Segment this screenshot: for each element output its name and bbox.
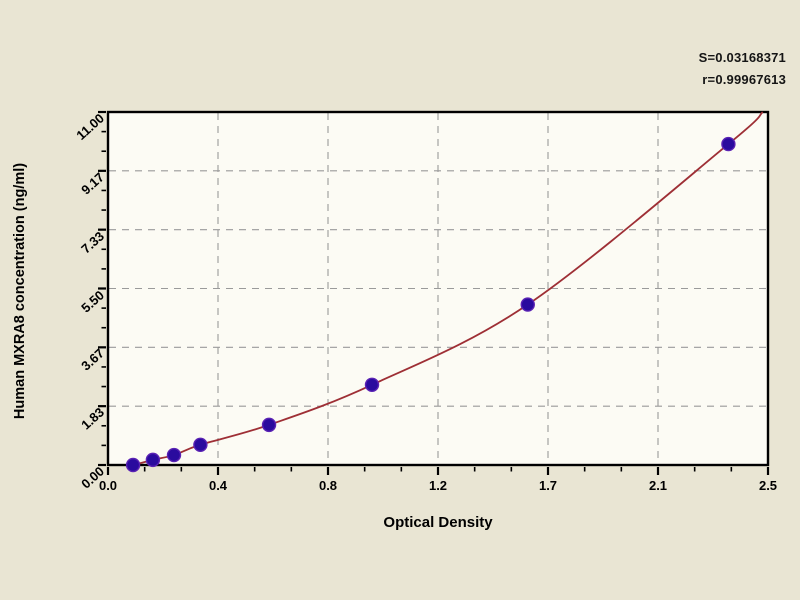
x-tick-label: 1.7 — [538, 478, 558, 493]
fit-s-value: S=0.03168371 — [698, 50, 786, 65]
data-points — [125, 136, 736, 473]
data-point-marker — [125, 457, 141, 473]
x-tick-label: 2.1 — [648, 478, 668, 493]
x-tick-label: 1.2 — [428, 478, 448, 493]
data-point-marker — [166, 447, 182, 463]
fit-r-value: r=0.99967613 — [702, 72, 786, 87]
axis-ticks — [98, 110, 770, 475]
data-point-marker — [145, 452, 161, 468]
x-axis-title: Optical Density — [383, 514, 493, 531]
plot-border — [106, 110, 770, 467]
data-point-marker — [261, 417, 277, 433]
x-tick-label: 2.5 — [758, 478, 778, 493]
data-point-marker — [193, 437, 208, 452]
data-point-marker — [721, 136, 736, 152]
x-tick-label: 0.0 — [98, 478, 118, 493]
grid-lines — [109, 113, 767, 464]
x-tick-label: 0.4 — [208, 478, 228, 493]
data-point-marker — [520, 297, 535, 312]
x-tick-label: 0.8 — [318, 478, 338, 493]
data-point-marker — [364, 377, 380, 392]
y-axis-title: Human MXRA8 concentration (ng/ml) — [12, 162, 28, 420]
